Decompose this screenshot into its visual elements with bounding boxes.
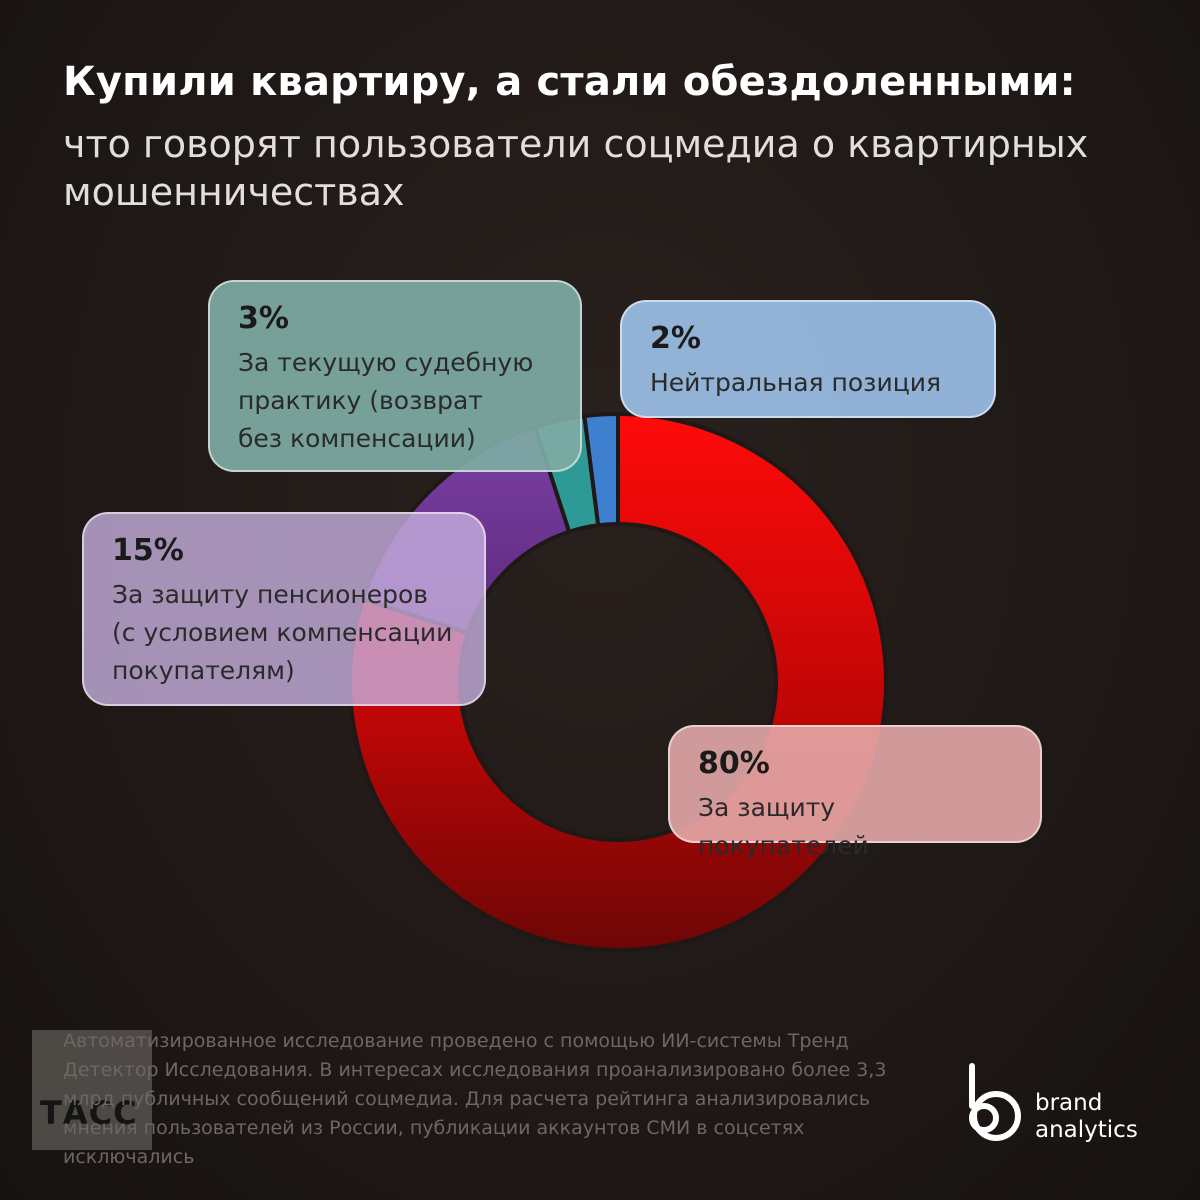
callout-pensioners: 15% За защиту пенсионеров (с условием ко… — [82, 512, 486, 706]
brand-line2: analytics — [1035, 1117, 1138, 1143]
callout-court-practice: 3% За текущую судебную практику (возврат… — [208, 280, 582, 472]
methodology-footnote: Автоматизированное исследование проведен… — [63, 1030, 887, 1168]
callout-court-label: За текущую судебную практику (возврат бе… — [238, 348, 534, 453]
chart-title: Купили квартиру, а стали обездоленными: — [63, 59, 1076, 105]
tass-watermark: ТАСС — [32, 1030, 152, 1150]
callout-buyers-label: За защиту покупателей — [698, 793, 869, 860]
callout-pension-pct: 15% — [112, 533, 184, 568]
callout-buyers: 80% За защиту покупателей — [668, 725, 1042, 860]
callout-neutral-pct: 2% — [650, 321, 701, 356]
tass-watermark-text: ТАСС — [40, 1094, 138, 1132]
brand-line1: brand — [1035, 1090, 1103, 1116]
callout-pension-label: За защиту пенсионеров (с условием компен… — [112, 580, 453, 685]
callout-neutral-label: Нейтральная позиция — [650, 368, 942, 397]
brand-name: brand analytics — [1035, 1090, 1138, 1144]
slice-neutral — [582, 412, 620, 528]
brand-analytics-logo-icon — [969, 1063, 1021, 1141]
chart-subtitle: что говорят пользователи соцмедиа о квар… — [63, 122, 1089, 214]
callout-buyers-pct: 80% — [698, 746, 770, 781]
callout-neutral: 2% Нейтральная позиция — [620, 300, 996, 418]
callout-court-pct: 3% — [238, 301, 289, 336]
